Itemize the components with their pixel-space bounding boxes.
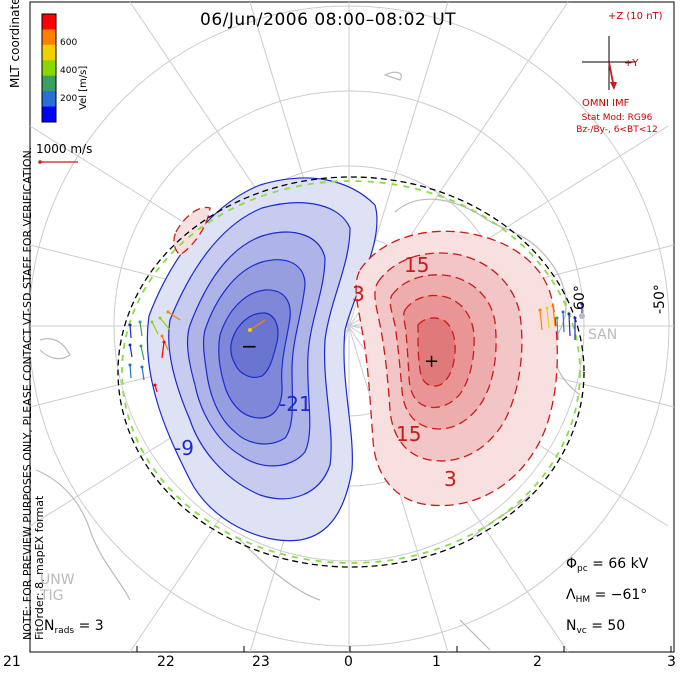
colorbar-segment <box>42 75 56 92</box>
latitude-label-outer: -50° <box>652 284 668 314</box>
fit-order-label: FitOrder: 8, mapEX format <box>33 495 46 640</box>
stat-nrads-value: = 3 <box>78 618 104 634</box>
imf-source-label: OMNI IMF <box>582 98 630 109</box>
polar-grid <box>28 1 675 653</box>
stat-phi-sub: pc <box>577 564 588 574</box>
stat-lambda-hm: ΛHM = −61° <box>566 587 647 605</box>
coordinate-system-label: MLT coordinates <box>8 0 22 88</box>
colorbar-tick-400: 400 <box>60 66 78 76</box>
colorbar-tick-600: 600 <box>60 38 78 48</box>
contour-label-pos-d: 3 <box>444 467 457 491</box>
mlt-ticks <box>29 646 672 652</box>
velocity-colorbar <box>41 13 57 123</box>
contour-label-neg-b: -9 <box>174 436 194 460</box>
mlt-label-2: 2 <box>533 654 542 670</box>
imf-z-label: +Z (10 nT) <box>608 11 663 22</box>
stat-lambda-value: = −61° <box>594 587 648 603</box>
station-dot-san <box>579 313 585 319</box>
station-label-san: SAN <box>588 327 618 343</box>
contour-label-pos-b: 15 <box>396 422 422 446</box>
mlt-label-22: 22 <box>157 654 175 670</box>
contour-label-neg-a: -21 <box>279 392 312 416</box>
stat-nrads-sub: rads <box>54 626 75 636</box>
potential-minimum-marker: − <box>241 334 258 358</box>
stat-phi-symbol: Φ <box>566 556 578 572</box>
colorbar-segment <box>42 14 56 30</box>
velocity-vectors <box>128 302 584 393</box>
heppner-maynard-boundary <box>117 176 585 568</box>
stat-lambda-sub: HM <box>575 595 591 605</box>
station-label-unw: UNW <box>40 572 75 588</box>
colorbar-border <box>41 13 57 123</box>
stat-n-rads: Nrads = 3 <box>44 618 104 636</box>
mlt-label-0: 0 <box>344 654 353 670</box>
colorbar-title: Vel [m/s] <box>78 65 89 110</box>
vector-scale <box>38 160 78 164</box>
colorbar-segment <box>42 106 56 123</box>
imf-dial <box>582 36 636 90</box>
station-label-tig: TIG <box>40 588 64 604</box>
map-title: 06/Jun/2006 08:00–08:02 UT <box>200 10 457 30</box>
stat-nvc-sub: vc <box>576 626 587 636</box>
colorbar-segment <box>42 91 56 108</box>
stat-bin-label: Bz-/By-, 6<BT<12 <box>576 125 658 135</box>
positive-potential-cell <box>173 206 558 507</box>
colorbar-segment <box>42 44 56 61</box>
mlt-label-23: 23 <box>252 654 270 670</box>
stat-lambda-symbol: Λ <box>566 587 576 603</box>
vector-scale-label: 1000 m/s <box>36 142 93 156</box>
stat-n-vc: Nvc = 50 <box>566 618 625 636</box>
colorbar-segment <box>42 60 56 77</box>
latitude-label-inner: 60° <box>572 285 588 310</box>
stat-phi-value: = 66 kV <box>592 556 649 572</box>
contour-label-pos-c: 3 <box>352 282 365 306</box>
plot-frame <box>29 1 675 653</box>
stat-model-label: Stat Mod: RG96 <box>581 113 653 123</box>
stat-nvc-value: = 50 <box>591 618 626 634</box>
contour-label-pos-a: 15 <box>404 253 430 277</box>
colorbar-tick-200: 200 <box>60 94 78 104</box>
stat-nrads-symbol: N <box>44 618 55 634</box>
preview-note: NOTE: FOR PREVIEW PURPOSES ONLY, PLEASE … <box>21 147 46 640</box>
potential-maximum-marker: + <box>424 351 440 372</box>
imf-y-label: +Y <box>624 58 639 69</box>
mlt-label-21: 21 <box>3 654 21 670</box>
mlt-label-3: 3 <box>667 654 676 670</box>
negative-potential-cell <box>146 177 378 542</box>
colorbar-segment <box>42 29 56 46</box>
stat-phi-pc: Φpc = 66 kV <box>566 556 648 574</box>
stat-nvc-symbol: N <box>566 618 577 634</box>
mlt-label-1: 1 <box>432 654 441 670</box>
